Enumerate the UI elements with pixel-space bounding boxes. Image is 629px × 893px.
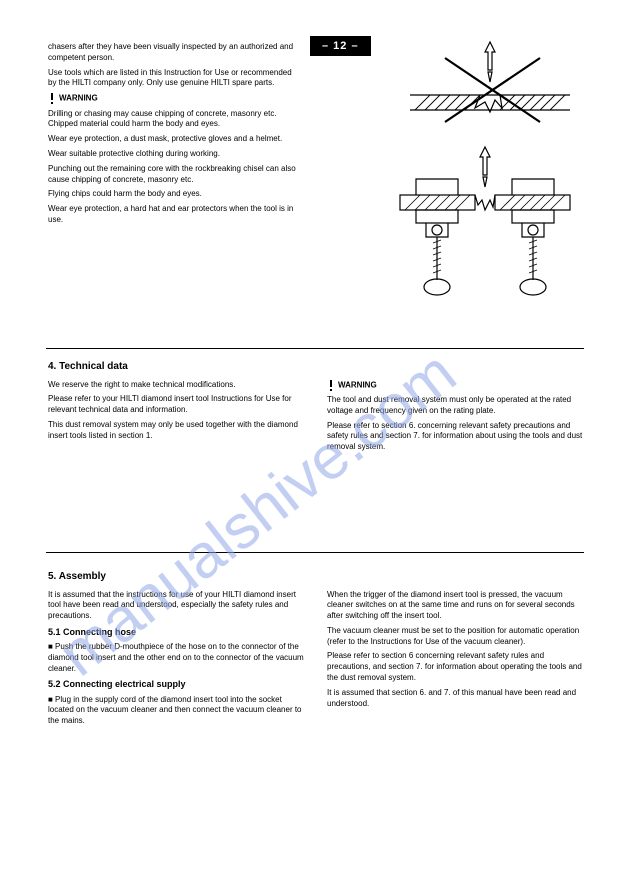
page: – 12 – chasers after they have been visu… xyxy=(0,0,629,893)
subheading: 5.2 Connecting electrical supply xyxy=(48,678,307,690)
divider xyxy=(46,348,584,349)
para: Wear eye protection, a hard hat and ear … xyxy=(48,204,298,226)
col-left: We reserve the right to make technical m… xyxy=(48,380,307,457)
diagram-correct xyxy=(380,145,590,310)
para: Wear eye protection, a dust mask, protec… xyxy=(48,134,298,145)
section-1-text: chasers after they have been visually in… xyxy=(48,42,298,230)
divider xyxy=(46,552,584,553)
para: Use tools which are listed in this Instr… xyxy=(48,68,298,90)
warning-line: WARNING xyxy=(48,93,298,104)
section-assembly: 5. Assembly It is assumed that the instr… xyxy=(48,570,586,731)
para: Drilling or chasing may cause chipping o… xyxy=(48,109,298,131)
para: We reserve the right to make technical m… xyxy=(48,380,307,391)
col-right: When the trigger of the diamond insert t… xyxy=(327,590,586,731)
col-left: It is assumed that the instructions for … xyxy=(48,590,307,731)
para: This dust removal system may only be use… xyxy=(48,420,307,442)
para: The tool and dust removal system must on… xyxy=(327,395,586,417)
warning-line: WARNING xyxy=(327,380,586,391)
para: Punching out the remaining core with the… xyxy=(48,164,298,186)
para: Please refer to your HILTI diamond inser… xyxy=(48,394,307,416)
col-right: WARNING The tool and dust removal system… xyxy=(327,380,586,457)
diagram-wrong xyxy=(400,40,580,130)
para: ■ Plug in the supply cord of the diamond… xyxy=(48,695,307,727)
warning-icon xyxy=(48,93,56,104)
para: When the trigger of the diamond insert t… xyxy=(327,590,586,622)
section-technical-data: 4. Technical data We reserve the right t… xyxy=(48,360,586,457)
para: It is assumed that section 6. and 7. of … xyxy=(327,688,586,710)
heading-technical-data: 4. Technical data xyxy=(48,360,586,374)
heading-assembly: 5. Assembly xyxy=(48,570,586,584)
para: The vacuum cleaner must be set to the po… xyxy=(327,626,586,648)
subheading: 5.1 Connecting hose xyxy=(48,626,307,638)
para: Wear suitable protective clothing during… xyxy=(48,149,298,160)
warning-label: WARNING xyxy=(338,380,377,389)
warning-icon xyxy=(327,380,335,391)
warning-label: WARNING xyxy=(59,94,98,103)
para: ■ Push the rubber D-mouthpiece of the ho… xyxy=(48,642,307,674)
para: chasers after they have been visually in… xyxy=(48,42,298,64)
para: Please refer to section 6. concerning re… xyxy=(327,421,586,453)
page-number: – 12 – xyxy=(310,36,371,56)
para: Please refer to section 6 concerning rel… xyxy=(327,651,586,683)
para: It is assumed that the instructions for … xyxy=(48,590,307,622)
para: Flying chips could harm the body and eye… xyxy=(48,189,298,200)
